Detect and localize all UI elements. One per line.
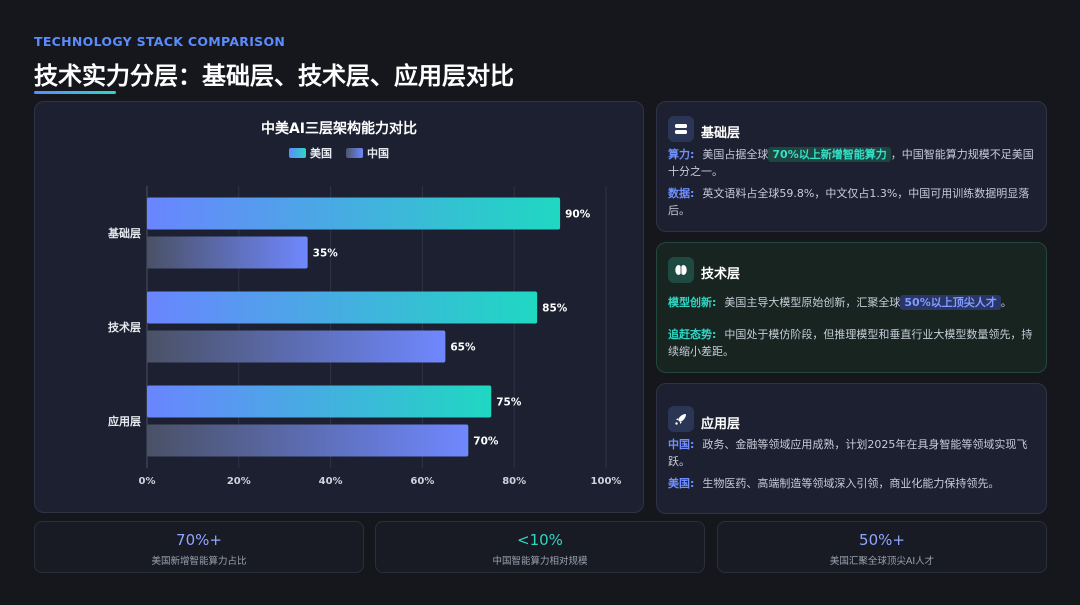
x-tick-label: 40%: [319, 476, 343, 487]
bar-us: [147, 291, 538, 324]
rocket-icon: [668, 406, 694, 432]
bar-value-label: 75%: [496, 397, 522, 409]
card-heading: 基础层: [701, 126, 741, 141]
bar-cn: [147, 236, 308, 269]
chart-title: 中美AI三层架构能力对比: [260, 121, 418, 137]
stat-value: 50%+: [859, 531, 905, 549]
server-icon: [668, 116, 694, 142]
stat-card-cn-compute: <10% 中国智能算力相对规模: [375, 521, 705, 573]
line-text: 生物医药、高端制造等领域深入引领，商业化能力保持领先。: [702, 477, 1000, 490]
eyebrow-label: TECHNOLOGY STACK COMPARISON: [34, 34, 286, 49]
x-tick-label: 20%: [227, 476, 251, 487]
chart-panel: 中美AI三层架构能力对比 美国 中国 0% 20% 40% 60% 80% 100% 基础层…: [34, 101, 644, 513]
card-line-data: 数据: 英文语料占全球59.8%，中文仅占1.3%，中国可用训练数据明显落后。: [668, 185, 1040, 219]
line-highlight: 50%以上顶尖人才: [900, 295, 1001, 310]
bar-value-label: 35%: [313, 248, 339, 260]
stat-value: <10%: [517, 531, 563, 549]
bar-chart: 0% 20% 40% 60% 80% 100% 基础层 90% 35% 技术层 85% 65% 应用层 7…: [107, 186, 622, 487]
x-tick-label: 60%: [410, 476, 434, 487]
line-text-post: ，中国智能算力规模不足美国十分之一。: [668, 148, 1034, 178]
stat-label: 中国智能算力相对规模: [492, 556, 588, 567]
card-line-usa: 美国: 生物医药、高端制造等领域深入引领，商业化能力保持领先。: [668, 475, 1040, 492]
legend-swatch-us: [289, 148, 306, 158]
line-text: 美国占据全球: [702, 148, 769, 161]
chart-legend: 美国 中国: [35, 145, 643, 161]
card-line-catch-up: 追赶态势: 中国处于模仿阶段，但推理模型和垂直行业大模型数量领先，持续缩小差距。: [668, 326, 1040, 360]
legend-item-cn: 中国: [346, 145, 389, 161]
legend-item-us: 美国: [289, 145, 332, 161]
legend-label-cn: 中国: [367, 147, 389, 160]
card-line-compute: 算力: 美国占据全球 70%以上新增智能算力 ，中国智能算力规模不足美国十分之一。: [668, 146, 1040, 180]
card-line-china: 中国: 政务、金融等领域应用成熟，计划2025年在具身智能等领域实现飞跃。: [668, 436, 1040, 470]
y-category-label: 应用层: [108, 414, 141, 428]
line-label: 数据:: [668, 187, 695, 200]
card-heading: 技术层: [701, 267, 741, 282]
card-technology-layer: 技术层 模型创新: 美国主导大模型原始创新，汇聚全球 50%以上顶尖人才。 追赶态势…: [656, 242, 1047, 373]
bar-us: [147, 197, 561, 230]
line-label: 美国:: [668, 477, 695, 490]
card-foundation-layer: 基础层 算力: 美国占据全球 70%以上新增智能算力 ，中国智能算力规模不足美国十分之…: [656, 101, 1047, 232]
line-text: 中国处于模仿阶段，但推理模型和垂直行业大模型数量领先，持续缩小差距。: [668, 328, 1033, 358]
stat-label: 美国汇聚全球顶尖AI人才: [829, 556, 935, 567]
stat-value: 70%+: [176, 531, 222, 549]
line-label: 中国:: [668, 438, 695, 451]
bar-value-label: 70%: [473, 436, 499, 448]
line-label: 模型创新:: [668, 296, 717, 309]
line-text: 美国主导大模型原始创新，汇聚全球: [724, 296, 901, 309]
legend-swatch-cn: [346, 148, 363, 158]
x-tick-label: 100%: [591, 476, 622, 487]
bar-value-label: 85%: [542, 303, 568, 315]
bar-cn: [147, 424, 469, 457]
stat-card-us-compute: 70%+ 美国新增智能算力占比: [34, 521, 364, 573]
card-application-layer: 应用层 中国: 政务、金融等领域应用成熟，计划2025年在具身智能等领域实现飞跃。…: [656, 383, 1047, 514]
bar-us: [147, 385, 492, 418]
y-category-label: 技术层: [108, 320, 141, 334]
x-tick-label: 0%: [139, 476, 156, 487]
bar-value-label: 90%: [565, 209, 591, 221]
stat-card-us-talent: 50%+ 美国汇聚全球顶尖AI人才: [717, 521, 1047, 573]
page-title: 技术实力分层：基础层、技术层、应用层对比: [34, 62, 514, 90]
line-label: 追赶态势:: [668, 328, 717, 341]
card-heading: 应用层: [701, 417, 741, 432]
title-underline: [34, 91, 116, 94]
x-tick-label: 80%: [502, 476, 526, 487]
legend-label-us: 美国: [310, 147, 332, 160]
line-label: 算力:: [668, 148, 695, 161]
card-line-model-innovation: 模型创新: 美国主导大模型原始创新，汇聚全球 50%以上顶尖人才。: [668, 294, 1040, 311]
stat-label: 美国新增智能算力占比: [151, 556, 247, 567]
line-text: 英文语料占全球59.8%，中文仅占1.3%，中国可用训练数据明显落后。: [668, 187, 1030, 217]
bar-value-label: 65%: [450, 342, 476, 354]
bar-cn: [147, 330, 446, 363]
y-category-label: 基础层: [107, 226, 141, 240]
line-text: 政务、金融等领域应用成熟，计划2025年在具身智能等领域实现飞跃。: [668, 438, 1028, 468]
line-text-post: 。: [1000, 296, 1012, 309]
brain-icon: [668, 257, 694, 283]
line-highlight: 70%以上新增智能算力: [768, 147, 891, 162]
